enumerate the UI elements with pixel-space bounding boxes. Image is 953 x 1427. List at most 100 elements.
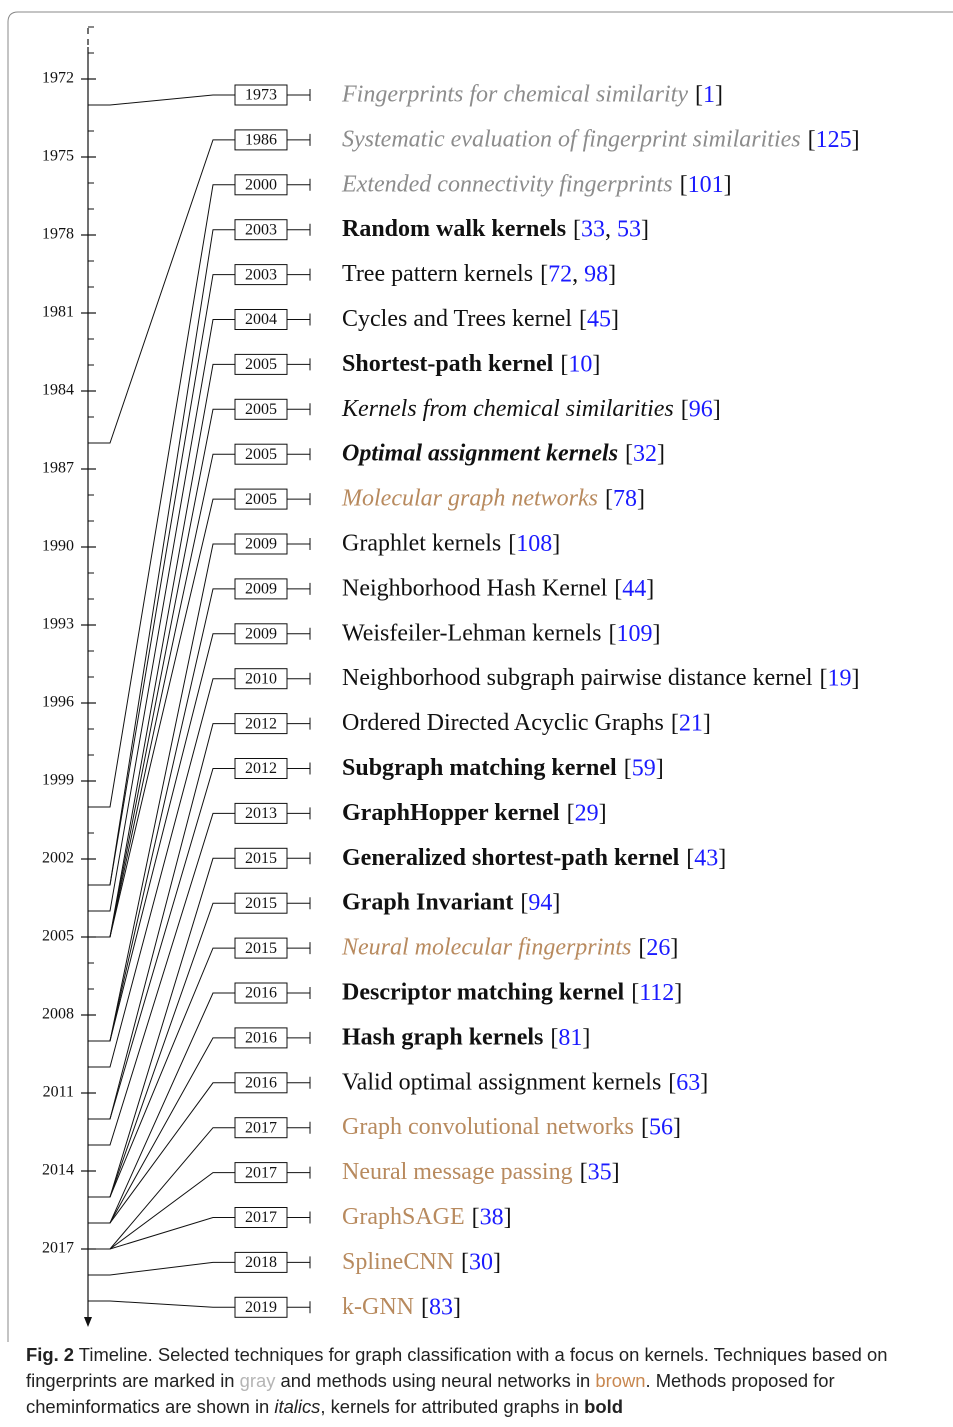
technique-name: Subgraph matching kernel: [342, 755, 617, 781]
technique-name: Molecular graph networks: [341, 486, 598, 512]
citation-part: [: [680, 171, 688, 197]
technique-name: Kernels from chemical similarities: [341, 396, 674, 422]
technique-name: Graph convolutional networks: [342, 1114, 634, 1140]
citation-part: 26: [646, 935, 670, 961]
technique-name: Tree pattern kernels: [342, 261, 533, 287]
y-tick-label: 2002: [42, 850, 74, 867]
year-label: 1986: [245, 132, 277, 149]
figure: 1972197519781981198419871990199319961999…: [7, 11, 953, 1342]
year-label: 2003: [245, 266, 277, 283]
citation: [96]: [681, 396, 721, 422]
citation-part: 94: [528, 890, 552, 916]
citation-part: ]: [582, 1024, 590, 1050]
technique-name: Fingerprints for chemical similarity: [341, 82, 688, 108]
y-tick-label: 1987: [42, 460, 74, 477]
year-label: 2015: [245, 850, 277, 867]
citation: [33, 53]: [573, 216, 649, 242]
y-tick-label: 2008: [42, 1006, 74, 1023]
citation: [19]: [820, 665, 860, 691]
citation-part: [: [681, 396, 689, 422]
connector: [88, 94, 235, 106]
citation: [21]: [671, 710, 711, 736]
y-tick-label: 2017: [42, 1240, 74, 1257]
technique-name: Extended connectivity fingerprints: [341, 171, 673, 197]
citation-part: 98: [584, 261, 608, 287]
connector: [88, 1300, 235, 1308]
citation-part: [: [520, 890, 528, 916]
connector: [88, 1172, 235, 1250]
citation-part: ]: [652, 620, 660, 646]
connector: [88, 229, 235, 886]
caption-plain: , kernels for attributed graphs in: [320, 1396, 585, 1417]
citation-part: 38: [480, 1204, 504, 1230]
citation: [30]: [461, 1249, 501, 1275]
connector: [88, 498, 235, 938]
connector: [88, 768, 235, 1120]
citation: [35]: [580, 1159, 620, 1185]
technique-name: Valid optimal assignment kernels: [342, 1069, 661, 1095]
citation: [112]: [631, 980, 682, 1006]
citation-part: [: [579, 306, 587, 332]
technique-name: Random walk kernels: [342, 216, 566, 242]
citation: [109]: [608, 620, 660, 646]
technique-name: Hash graph kernels: [342, 1024, 543, 1050]
citation-part: 96: [689, 396, 713, 422]
citation-part: [: [638, 935, 646, 961]
citation-part: [: [668, 1069, 676, 1095]
connector: [88, 633, 235, 1042]
citation-part: ]: [637, 486, 645, 512]
citation-part: 125: [816, 126, 852, 152]
citation-part: ]: [715, 82, 723, 108]
technique-name: SplineCNN: [342, 1249, 454, 1275]
citation: [38]: [472, 1204, 512, 1230]
year-label: 2015: [245, 895, 277, 912]
year-label: 2005: [245, 491, 277, 508]
year-label: 2009: [245, 536, 277, 553]
citation-part: [: [808, 126, 816, 152]
citation: [94]: [520, 890, 560, 916]
citation-part: [: [508, 531, 516, 557]
citation-part: 35: [588, 1159, 612, 1185]
year-label: 1973: [245, 87, 277, 104]
connector: [88, 1261, 235, 1276]
citation-part: 112: [639, 980, 674, 1006]
citation-part: 33: [581, 216, 605, 242]
citation-part: ]: [656, 755, 664, 781]
technique-name: Neighborhood Hash Kernel: [342, 575, 608, 601]
citation-part: ]: [673, 1114, 681, 1140]
citation-part: [: [540, 261, 548, 287]
citation: [1]: [695, 82, 723, 108]
citation-part: ]: [646, 575, 654, 601]
citation: [78]: [605, 486, 645, 512]
citation-part: 45: [587, 306, 611, 332]
citation-part: 10: [568, 351, 592, 377]
citation-part: [: [608, 620, 616, 646]
citation-part: ]: [713, 396, 721, 422]
connector: [88, 139, 235, 444]
citation-part: ]: [493, 1249, 501, 1275]
year-label: 2016: [245, 1074, 277, 1091]
citation: [44]: [614, 575, 654, 601]
year-label: 2003: [245, 221, 277, 238]
year-label: 2017: [245, 1164, 277, 1181]
citation-part: 56: [649, 1114, 673, 1140]
citation-part: 21: [679, 710, 703, 736]
citation-part: ]: [504, 1204, 512, 1230]
citation-part: ]: [700, 1069, 708, 1095]
citation-part: [: [567, 800, 575, 826]
citation-part: 72: [548, 261, 572, 287]
connector: [88, 184, 235, 808]
caption-label: Fig. 2: [26, 1344, 75, 1365]
year-label: 2009: [245, 625, 277, 642]
citation-part: ]: [657, 441, 665, 467]
technique-name: Neighborhood subgraph pairwise distance …: [342, 665, 813, 691]
technique-name: Shortest-path kernel: [342, 351, 554, 377]
connector: [88, 723, 235, 1120]
citation-part: [: [461, 1249, 469, 1275]
connector: [88, 812, 235, 1146]
y-tick-label: 2005: [42, 928, 74, 945]
caption-gray: gray: [239, 1370, 276, 1391]
citation-part: ,: [605, 216, 617, 242]
y-tick-label: 1990: [42, 538, 74, 555]
